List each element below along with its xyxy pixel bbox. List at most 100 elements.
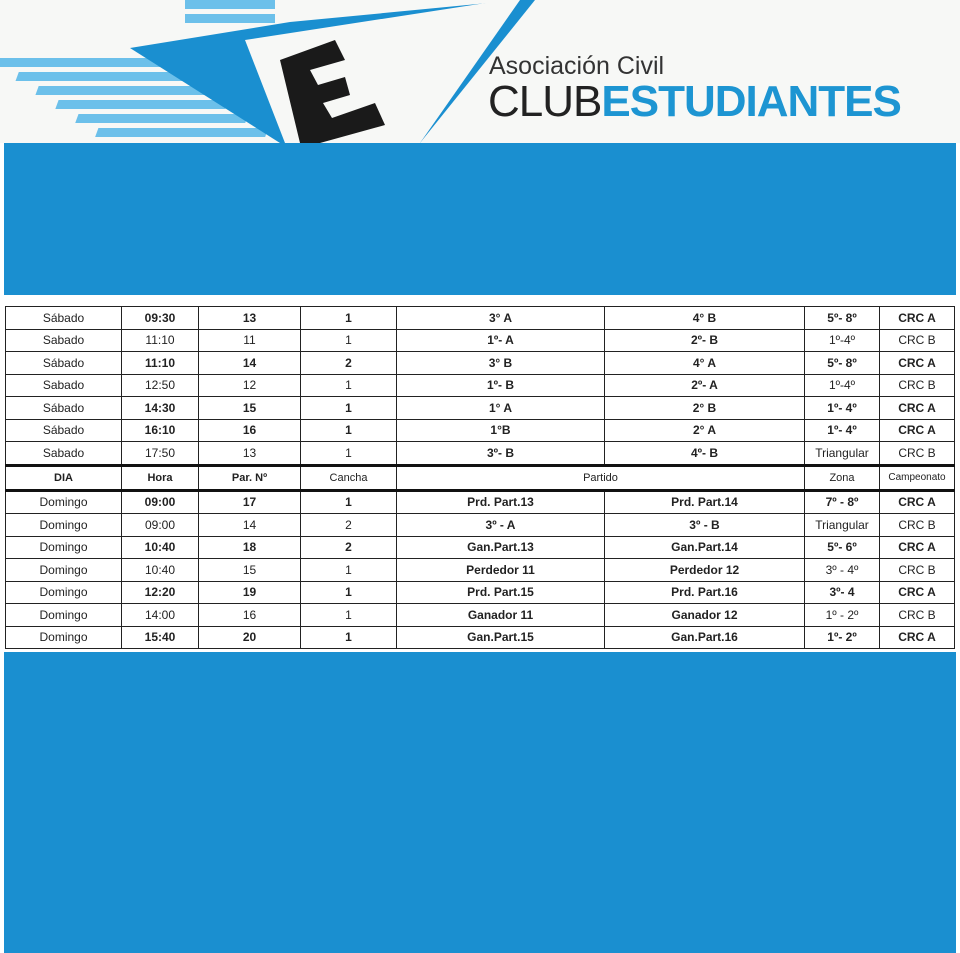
cell-nro: 20: [198, 625, 301, 649]
cell-camp: CRC A: [879, 580, 955, 604]
cell-dia: Sábado: [5, 418, 122, 442]
cell-local: Prd. Part.15: [396, 580, 605, 604]
table-row: Domingo 15:40 20 1 Gan.Part.15 Gan.Part.16 1º-…: [5, 625, 955, 649]
header-campeonato: Campeonato: [879, 463, 955, 492]
cell-dia: Sábado: [5, 351, 122, 375]
cell-nro: 12: [198, 373, 301, 397]
cell-dia: Sabado: [5, 441, 122, 466]
table-header-row: DIA Hora Par. Nº Cancha Partido Zona Cam…: [5, 463, 955, 492]
cell-hora: 16:10: [121, 418, 199, 442]
cell-nro: 13: [198, 306, 301, 330]
header-hora: Hora: [121, 463, 199, 492]
cell-dia: Domingo: [5, 580, 122, 604]
cell-hora: 11:10: [121, 351, 199, 375]
cell-camp: CRC A: [879, 418, 955, 442]
cell-hora: 15:40: [121, 625, 199, 649]
cell-dia: Domingo: [5, 625, 122, 649]
cell-nro: 14: [198, 351, 301, 375]
cell-camp: CRC A: [879, 306, 955, 330]
cell-cancha: 1: [300, 625, 397, 649]
cell-cancha: 1: [300, 558, 397, 582]
cell-visit: 2º- A: [604, 373, 805, 397]
table-row: Sábado 11:10 14 2 3° B 4° A 5º- 8º CRC A: [5, 351, 955, 375]
cell-visit: Ganador 12: [604, 603, 805, 627]
header-partido: Partido: [396, 463, 805, 492]
header-cancha: Cancha: [300, 463, 397, 492]
table-row: Domingo 14:00 16 1 Ganador 11 Ganador 12 1º - …: [5, 603, 955, 627]
cell-dia: Sábado: [5, 396, 122, 420]
cell-hora: 14:00: [121, 603, 199, 627]
cell-cancha: 1: [300, 580, 397, 604]
cell-dia: Domingo: [5, 535, 122, 559]
cell-camp: CRC B: [879, 513, 955, 537]
table-row: Sabado 17:50 13 1 3º- B 4º- B Triangular CRC B: [5, 441, 955, 466]
cell-camp: CRC A: [879, 396, 955, 420]
top-blue-panel: [4, 143, 956, 295]
cell-dia: Sabado: [5, 328, 122, 352]
bottom-blue-panel: [4, 652, 956, 953]
cell-local: 1°B: [396, 418, 605, 442]
cell-local: Ganador 11: [396, 603, 605, 627]
cell-zona: 1º- 2º: [804, 625, 880, 649]
cell-hora: 10:40: [121, 535, 199, 559]
cell-hora: 09:00: [121, 513, 199, 537]
cell-visit: 4° A: [604, 351, 805, 375]
cell-nro: 15: [198, 396, 301, 420]
cell-hora: 11:10: [121, 328, 199, 352]
cell-cancha: 1: [300, 328, 397, 352]
cell-local: 1º- A: [396, 328, 605, 352]
cell-zona: 3º - 4º: [804, 558, 880, 582]
cell-camp: CRC A: [879, 351, 955, 375]
cell-visit: 3º - B: [604, 513, 805, 537]
table-row: Domingo 10:40 15 1 Perdedor 11 Perdedor 12 3º …: [5, 558, 955, 582]
cell-nro: 16: [198, 418, 301, 442]
star-logo-icon: [0, 0, 535, 143]
header-nro: Par. Nº: [198, 463, 301, 492]
cell-local: 3º- B: [396, 441, 605, 466]
cell-hora: 14:30: [121, 396, 199, 420]
cell-zona: 5º- 8º: [804, 306, 880, 330]
cell-hora: 12:50: [121, 373, 199, 397]
cell-dia: Sábado: [5, 306, 122, 330]
cell-zona: 7º - 8º: [804, 489, 880, 514]
table-row: Domingo 09:00 14 2 3º - A 3º - B Triangular CRC…: [5, 513, 955, 537]
cell-local: Prd. Part.13: [396, 489, 605, 514]
cell-visit: 2º- B: [604, 328, 805, 352]
cell-dia: Sabado: [5, 373, 122, 397]
cell-local: 1° A: [396, 396, 605, 420]
cell-zona: Triangular: [804, 441, 880, 466]
cell-zona: 1º- 4º: [804, 418, 880, 442]
cell-cancha: 1: [300, 418, 397, 442]
cell-nro: 13: [198, 441, 301, 466]
cell-visit: 2° A: [604, 418, 805, 442]
cell-hora: 17:50: [121, 441, 199, 466]
cell-visit: Perdedor 12: [604, 558, 805, 582]
cell-local: Gan.Part.15: [396, 625, 605, 649]
club-name-word: ESTUDIANTES: [601, 77, 901, 126]
fixture-table: Sábado 09:30 13 1 3° A 4° B 5º- 8º CRC A Sabado 1…: [5, 306, 955, 649]
table-row: Domingo 10:40 18 2 Gan.Part.13 Gan.Part.14 5º-…: [5, 535, 955, 559]
cell-cancha: 1: [300, 489, 397, 514]
cell-local: Perdedor 11: [396, 558, 605, 582]
cell-visit: Prd. Part.14: [604, 489, 805, 514]
cell-zona: 5º- 8º: [804, 351, 880, 375]
cell-visit: Gan.Part.14: [604, 535, 805, 559]
header-zona: Zona: [804, 463, 880, 492]
header-dia: DIA: [5, 463, 122, 492]
cell-cancha: 1: [300, 306, 397, 330]
cell-visit: 4° B: [604, 306, 805, 330]
cell-camp: CRC B: [879, 373, 955, 397]
cell-dia: Domingo: [5, 558, 122, 582]
cell-camp: CRC B: [879, 558, 955, 582]
cell-camp: CRC B: [879, 441, 955, 466]
cell-local: 3° B: [396, 351, 605, 375]
club-name: CLUBESTUDIANTES: [488, 77, 902, 127]
cell-local: 1º- B: [396, 373, 605, 397]
cell-visit: 4º- B: [604, 441, 805, 466]
cell-cancha: 2: [300, 535, 397, 559]
cell-dia: Domingo: [5, 603, 122, 627]
cell-cancha: 1: [300, 441, 397, 466]
cell-nro: 19: [198, 580, 301, 604]
cell-nro: 18: [198, 535, 301, 559]
cell-zona: 1º-4º: [804, 373, 880, 397]
